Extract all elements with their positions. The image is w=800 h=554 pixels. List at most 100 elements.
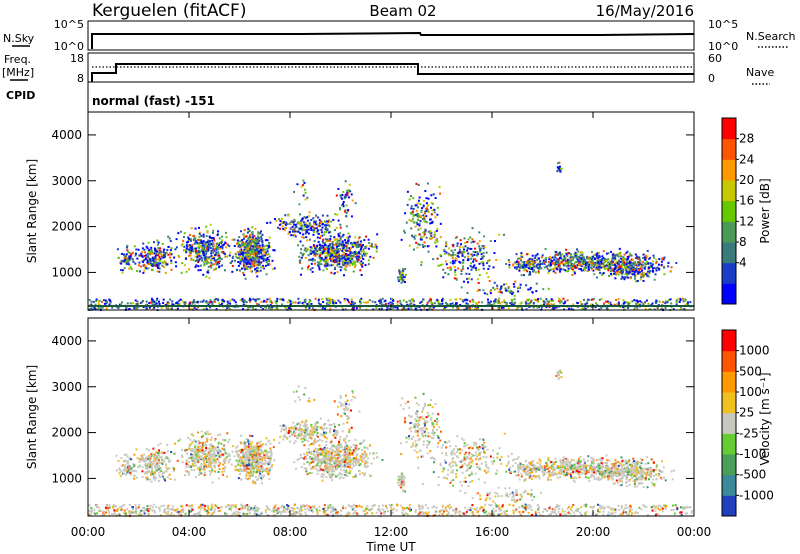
echo-cell xyxy=(335,194,338,197)
echo-cell xyxy=(215,307,218,310)
echo-cell xyxy=(634,273,637,276)
echo-cell xyxy=(205,248,208,251)
echo-cell xyxy=(221,235,224,238)
echo-cell xyxy=(248,246,251,249)
echo-cell xyxy=(284,214,287,217)
echo-cell xyxy=(364,245,367,248)
echo-cell xyxy=(244,244,247,247)
echo-cell xyxy=(607,267,610,270)
echo-cell xyxy=(519,283,522,286)
echo-cell xyxy=(268,236,271,239)
echo-cell xyxy=(570,307,573,310)
echo-cell xyxy=(126,257,129,260)
echo-cell xyxy=(613,267,616,270)
echo-cell xyxy=(326,262,329,265)
echo-cell xyxy=(444,271,447,274)
echo-cell xyxy=(207,456,210,459)
echo-cell xyxy=(401,273,404,276)
echo-cell xyxy=(221,264,224,267)
echo-cell xyxy=(126,249,129,252)
echo-cell xyxy=(117,256,120,259)
echo-cell xyxy=(516,257,519,260)
echo-cell xyxy=(346,258,349,261)
echo-cell xyxy=(571,264,574,267)
echo-cell xyxy=(313,259,316,262)
echo-cell xyxy=(239,240,242,243)
echo-cell xyxy=(443,249,446,252)
echo-cell xyxy=(209,432,212,435)
echo-cell xyxy=(625,258,628,261)
echo-cell xyxy=(477,281,480,284)
echo-cell xyxy=(543,261,546,264)
echo-cell xyxy=(335,226,338,229)
echo-cell xyxy=(263,254,266,257)
echo-cell xyxy=(194,455,197,458)
echo-cell xyxy=(528,306,531,309)
echo-cell xyxy=(165,251,168,254)
echo-cell xyxy=(304,306,307,309)
echo-cell xyxy=(277,226,280,229)
echo-cell xyxy=(191,302,194,305)
echo-cell xyxy=(163,451,166,454)
echo-cell xyxy=(323,248,326,251)
echo-cell xyxy=(614,257,617,260)
echo-cell xyxy=(545,306,548,309)
echo-cell xyxy=(261,245,264,248)
echo-cell xyxy=(182,301,185,304)
echo-cell xyxy=(208,470,211,473)
echo-cell xyxy=(422,235,425,238)
echo-cell xyxy=(135,248,138,251)
echo-cell xyxy=(507,290,510,293)
echo-cell xyxy=(360,247,363,250)
echo-cell xyxy=(482,267,485,270)
echo-cell xyxy=(482,260,485,263)
echo-cell xyxy=(206,459,209,462)
echo-cell xyxy=(164,252,167,255)
echo-cell xyxy=(356,241,359,244)
echo-cell xyxy=(566,252,569,255)
echo-cell xyxy=(315,214,318,217)
echo-cell xyxy=(310,258,313,261)
echo-cell xyxy=(345,265,348,268)
noise-right-tick-bottom: 10^0 xyxy=(708,40,738,53)
echo-cell xyxy=(342,256,345,259)
echo-cell xyxy=(273,267,276,270)
echo-cell xyxy=(304,216,307,219)
echo-cell xyxy=(196,451,199,454)
echo-cell xyxy=(199,238,202,241)
echo-cell xyxy=(101,306,104,309)
echo-cell xyxy=(221,245,224,248)
echo-cell xyxy=(116,248,119,251)
echo-cell xyxy=(400,272,403,275)
echo-cell xyxy=(633,271,636,274)
echo-cell xyxy=(259,232,262,235)
echo-cell xyxy=(198,468,201,471)
echo-cell xyxy=(203,252,206,255)
echo-cell xyxy=(128,466,131,469)
echo-cell xyxy=(166,476,169,479)
echo-cell xyxy=(197,445,200,448)
echo-cell xyxy=(578,258,581,261)
echo-cell xyxy=(199,240,202,243)
echo-cell xyxy=(322,242,325,245)
echo-cell xyxy=(531,260,534,263)
echo-cell xyxy=(425,202,428,205)
echo-cell xyxy=(614,262,617,265)
echo-cell xyxy=(205,465,208,468)
echo-cell xyxy=(248,238,251,241)
echo-cell xyxy=(265,251,268,254)
echo-cell xyxy=(617,302,620,305)
echo-cell xyxy=(242,452,245,455)
echo-cell xyxy=(290,227,293,230)
echo-cell xyxy=(155,462,158,465)
echo-cell xyxy=(166,301,169,304)
echo-cell xyxy=(318,263,321,266)
echo-cell xyxy=(375,245,378,248)
echo-cell xyxy=(352,270,355,273)
echo-cell xyxy=(483,235,486,238)
echo-cell xyxy=(349,190,352,193)
echo-cell xyxy=(576,248,579,251)
echo-cell xyxy=(421,238,424,241)
echo-cell xyxy=(507,285,510,288)
echo-cell xyxy=(158,460,161,463)
